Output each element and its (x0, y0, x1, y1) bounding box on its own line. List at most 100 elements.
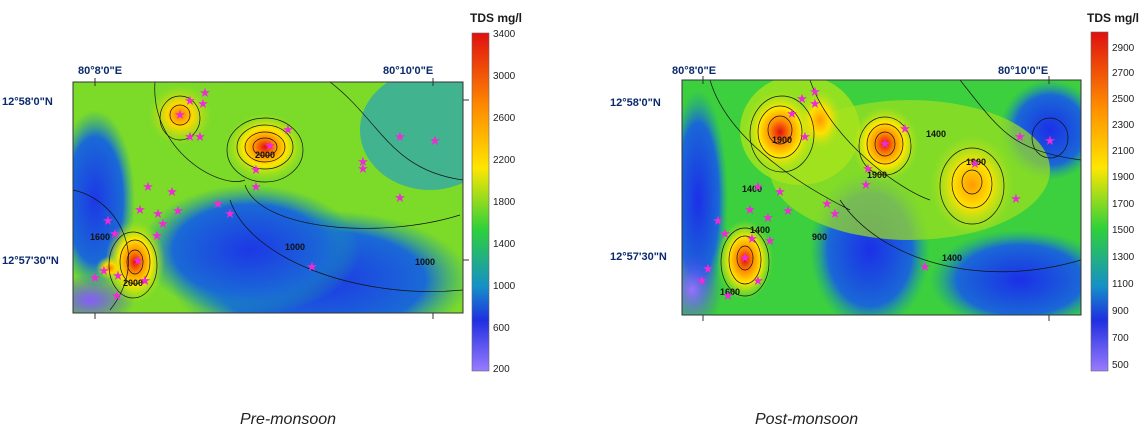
sample-star-icon: ★ (799, 129, 811, 144)
post-colorbar-tick: 2100 (1112, 146, 1135, 157)
pre-colorbar-tick: 1400 (493, 239, 516, 250)
sample-star-icon: ★ (1014, 129, 1026, 144)
pre-sample-points: ★ ★ ★ ★ ★ ★ ★ ★ ★ ★ ★ ★ ★ ★ ★ ★ ★ ★ ★ ★ … (89, 85, 441, 303)
post-colorbar-tick: 2700 (1112, 68, 1135, 79)
post-contour-label: 1400 (742, 184, 762, 194)
sample-star-icon: ★ (199, 85, 211, 100)
post-tds-field (682, 80, 1081, 315)
sample-star-icon: ★ (774, 184, 786, 199)
sample-star-icon: ★ (796, 91, 808, 106)
post-colorbar (1090, 31, 1109, 372)
sample-star-icon: ★ (172, 203, 184, 218)
post-contour-label: 1400 (926, 129, 946, 139)
post-monsoon-panel: 1900 1400 1900 1900 1400 900 1400 1600 1… (580, 0, 1145, 438)
sample-star-icon: ★ (197, 96, 209, 111)
sample-star-icon: ★ (89, 270, 101, 285)
sample-star-icon: ★ (752, 273, 764, 288)
post-lon-label: 80°10'0"E (998, 65, 1048, 77)
pre-lat-label: 12°57'30"N (2, 255, 59, 267)
sample-star-icon: ★ (134, 202, 146, 217)
sample-star-icon: ★ (1044, 133, 1056, 148)
pre-contour-label: 1600 (90, 232, 110, 242)
post-colorbar-tick: 1900 (1112, 172, 1135, 183)
sample-star-icon: ★ (722, 288, 734, 303)
pre-colorbar-tick: 3000 (493, 71, 516, 82)
sample-star-icon: ★ (139, 273, 151, 288)
post-lat-label: 12°57'30"N (610, 251, 667, 263)
sample-star-icon: ★ (762, 210, 774, 225)
pre-contour-label: 1000 (415, 257, 435, 267)
sample-star-icon: ★ (919, 259, 931, 274)
sample-star-icon: ★ (969, 156, 981, 171)
sample-star-icon: ★ (702, 261, 714, 276)
post-contour-label: 1400 (750, 225, 770, 235)
post-sample-points: ★ ★ ★ ★ ★ ★ ★ ★ ★ ★ ★ ★ ★ ★ ★ ★ ★ ★ ★ ★ … (696, 84, 1056, 303)
sample-star-icon: ★ (809, 96, 821, 111)
pre-contour-label: 2000 (123, 278, 143, 288)
post-monsoon-caption: Post-monsoon (755, 411, 859, 428)
post-colorbar-tick: 700 (1112, 333, 1129, 344)
sample-star-icon: ★ (194, 129, 206, 144)
sample-star-icon: ★ (357, 154, 369, 169)
pre-colorbar-ticks: 3400 3000 2600 2200 1800 1400 1000 600 2… (493, 29, 516, 375)
post-colorbar-tick: 1700 (1112, 199, 1135, 210)
sample-star-icon: ★ (394, 129, 406, 144)
sample-star-icon: ★ (821, 196, 833, 211)
sample-star-icon: ★ (879, 136, 891, 151)
sample-star-icon: ★ (696, 273, 708, 288)
sample-star-icon: ★ (184, 129, 196, 144)
sample-star-icon: ★ (712, 213, 724, 228)
pre-contour-label: 1000 (285, 242, 305, 252)
pre-monsoon-map: 2000 2000 1000 1000 1600 ★ ★ ★ ★ ★ ★ ★ ★… (2, 11, 522, 375)
pre-contours (73, 82, 463, 311)
sample-star-icon: ★ (98, 263, 110, 278)
sample-star-icon: ★ (111, 288, 123, 303)
sample-star-icon: ★ (264, 138, 276, 153)
sample-star-icon: ★ (166, 184, 178, 199)
post-lon-label: 80°8'0"E (672, 65, 716, 77)
sample-star-icon: ★ (764, 233, 776, 248)
sample-star-icon: ★ (157, 216, 169, 231)
sample-star-icon: ★ (132, 253, 144, 268)
sample-star-icon: ★ (862, 161, 874, 176)
post-contour-label: 1600 (720, 287, 740, 297)
post-contour-label: 1900 (772, 135, 792, 145)
sample-star-icon: ★ (719, 226, 731, 241)
sample-star-icon: ★ (212, 196, 224, 211)
post-contour-label: 1900 (867, 170, 887, 180)
sample-star-icon: ★ (860, 177, 872, 192)
sample-star-icon: ★ (394, 190, 406, 205)
pre-tds-field (73, 82, 463, 313)
pre-lon-label: 80°10'0"E (383, 65, 433, 77)
pre-colorbar-tick: 3400 (493, 29, 516, 40)
sample-star-icon: ★ (112, 268, 124, 283)
sample-star-icon: ★ (139, 273, 151, 288)
pre-colorbar-tick: 1000 (493, 281, 516, 292)
sample-star-icon: ★ (306, 259, 318, 274)
sample-star-icon: ★ (809, 84, 821, 99)
sample-star-icon: ★ (429, 133, 441, 148)
pre-colorbar-tick: 200 (493, 364, 510, 375)
sample-star-icon: ★ (786, 106, 798, 121)
sample-star-icon: ★ (184, 93, 196, 108)
post-colorbar-tick: 900 (1112, 306, 1129, 317)
post-colorbar-tick: 2300 (1112, 120, 1135, 131)
sample-star-icon: ★ (782, 203, 794, 218)
sample-star-icon: ★ (739, 250, 751, 265)
post-monsoon-map: 1900 1400 1900 1900 1400 900 1400 1600 1… (610, 11, 1139, 372)
pre-monsoon-caption: Pre-monsoon (240, 411, 337, 428)
pre-colorbar-tick: 600 (493, 323, 510, 334)
sample-star-icon: ★ (744, 202, 756, 217)
sample-star-icon: ★ (829, 206, 841, 221)
post-colorbar-tick: 1500 (1112, 225, 1135, 236)
pre-colorbar-tick: 1800 (493, 197, 516, 208)
sample-star-icon: ★ (174, 107, 186, 122)
post-colorbar-tick: 2900 (1112, 43, 1135, 54)
pre-colorbar-tick: 2600 (493, 113, 516, 124)
post-colorbar-ticks: 2900 2700 2500 2300 2100 1900 1700 1500 … (1112, 43, 1135, 371)
sample-star-icon: ★ (142, 179, 154, 194)
post-legend-title: TDS mg/l (1087, 11, 1139, 25)
sample-star-icon: ★ (1010, 191, 1022, 206)
sample-star-icon: ★ (151, 228, 163, 243)
sample-star-icon: ★ (152, 206, 164, 221)
